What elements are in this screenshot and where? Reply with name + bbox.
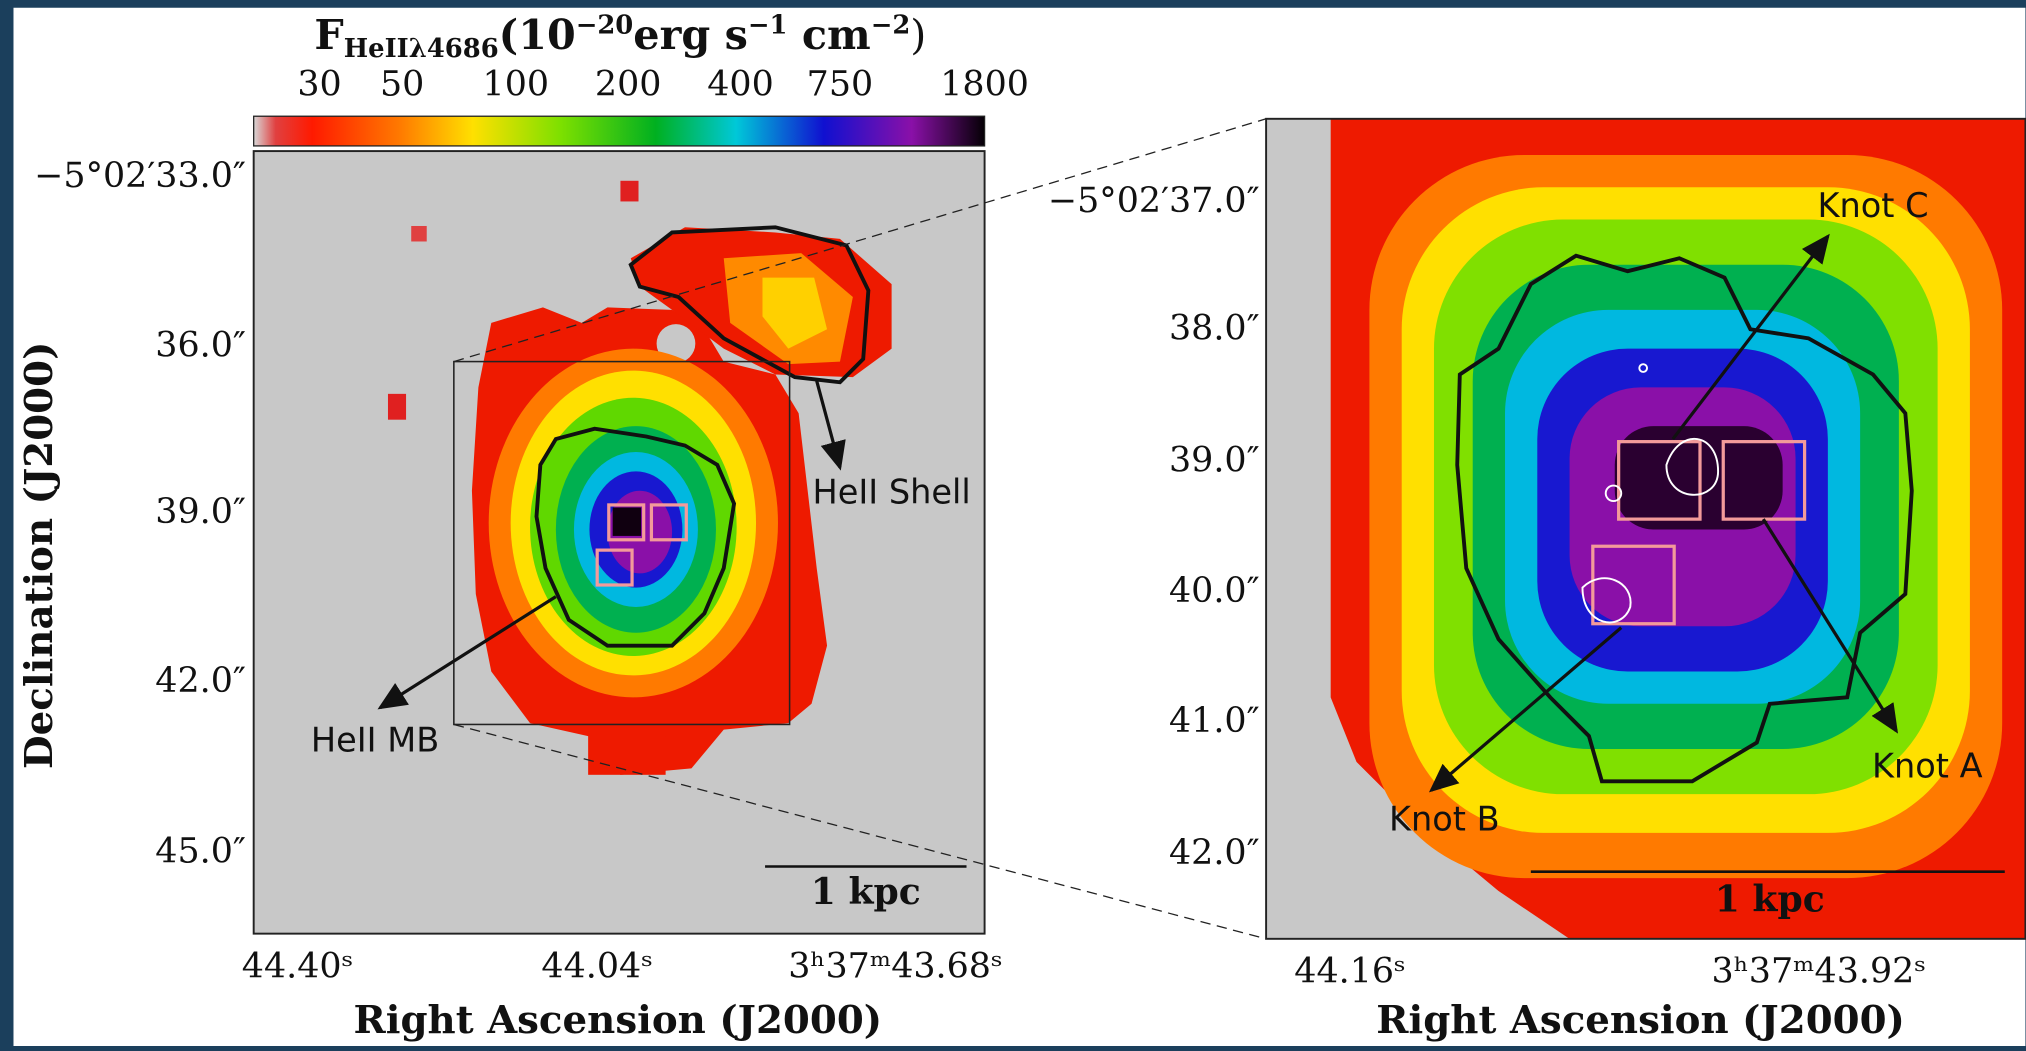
- arrow: [377, 595, 557, 710]
- zoom-box: [453, 360, 791, 726]
- x-tick-label: 44.40ˢ: [242, 947, 354, 987]
- y-tick-label: 45.0″: [155, 832, 246, 872]
- colorbar-tick: 50: [380, 65, 424, 105]
- y-tick-label: 42.0″: [1169, 833, 1260, 873]
- colorbar-label: FHeIIλ4686(10−20erg s−1 cm−2): [314, 10, 926, 64]
- y-tick-label: 39.0″: [1169, 440, 1260, 480]
- x-tick-label: 3ʰ37ᵐ43.92ˢ: [1712, 952, 1927, 992]
- x-axis-title: Right Ascension (J2000): [354, 998, 883, 1043]
- x-tick-label: 44.04ˢ: [541, 947, 653, 987]
- x-axis-title: Right Ascension (J2000): [1376, 998, 1905, 1043]
- colorbar-tick: 100: [483, 65, 550, 105]
- annotation: Knot B: [1389, 799, 1500, 838]
- left-frame: [252, 150, 986, 935]
- y-tick-label: −5°02′37.0″: [1048, 181, 1260, 221]
- annotation: Knot A: [1872, 746, 1983, 785]
- y-tick-label: 42.0″: [155, 661, 246, 701]
- colorbar-tick: 1800: [940, 65, 1029, 105]
- colorbar-ticks: 30 50 100 200 400 750 1800: [297, 65, 1029, 105]
- colorbar-tick: 30: [297, 65, 341, 105]
- x-tick-label: 3ʰ37ᵐ43.68ˢ: [788, 947, 1003, 987]
- annotation: HeII MB: [311, 721, 439, 760]
- arrow: [1671, 233, 1830, 441]
- zoom-line: [453, 723, 1267, 940]
- annotation: Knot C: [1818, 186, 1929, 225]
- arrow: [1428, 626, 1623, 793]
- scalebar-label: 1 kpc: [811, 870, 921, 913]
- left-map: [253, 151, 985, 934]
- colorbar-tick: 200: [595, 65, 662, 105]
- annotation: HeII Shell: [812, 473, 970, 512]
- y-axis-title: Declination (J2000): [17, 342, 62, 769]
- y-tick-label: −5°02′33.0″: [34, 156, 246, 196]
- zoom-line: [453, 118, 1267, 363]
- arrow: [1761, 518, 1899, 734]
- colorbar-tick: 400: [707, 65, 774, 105]
- colorbar: [253, 115, 986, 147]
- arrow: [815, 380, 846, 471]
- right-map: [1266, 118, 2026, 939]
- y-tick-label: 40.0″: [1169, 571, 1260, 611]
- y-tick-label: 38.0″: [1169, 309, 1260, 349]
- y-tick-label: 39.0″: [155, 492, 246, 532]
- right-frame: [1265, 117, 2026, 940]
- x-tick-label: 44.16ˢ: [1294, 952, 1406, 992]
- y-tick-label: 36.0″: [155, 325, 246, 365]
- colorbar-tick: 750: [807, 65, 874, 105]
- scalebar-label: 1 kpc: [1715, 878, 1825, 921]
- y-tick-label: 41.0″: [1169, 701, 1260, 741]
